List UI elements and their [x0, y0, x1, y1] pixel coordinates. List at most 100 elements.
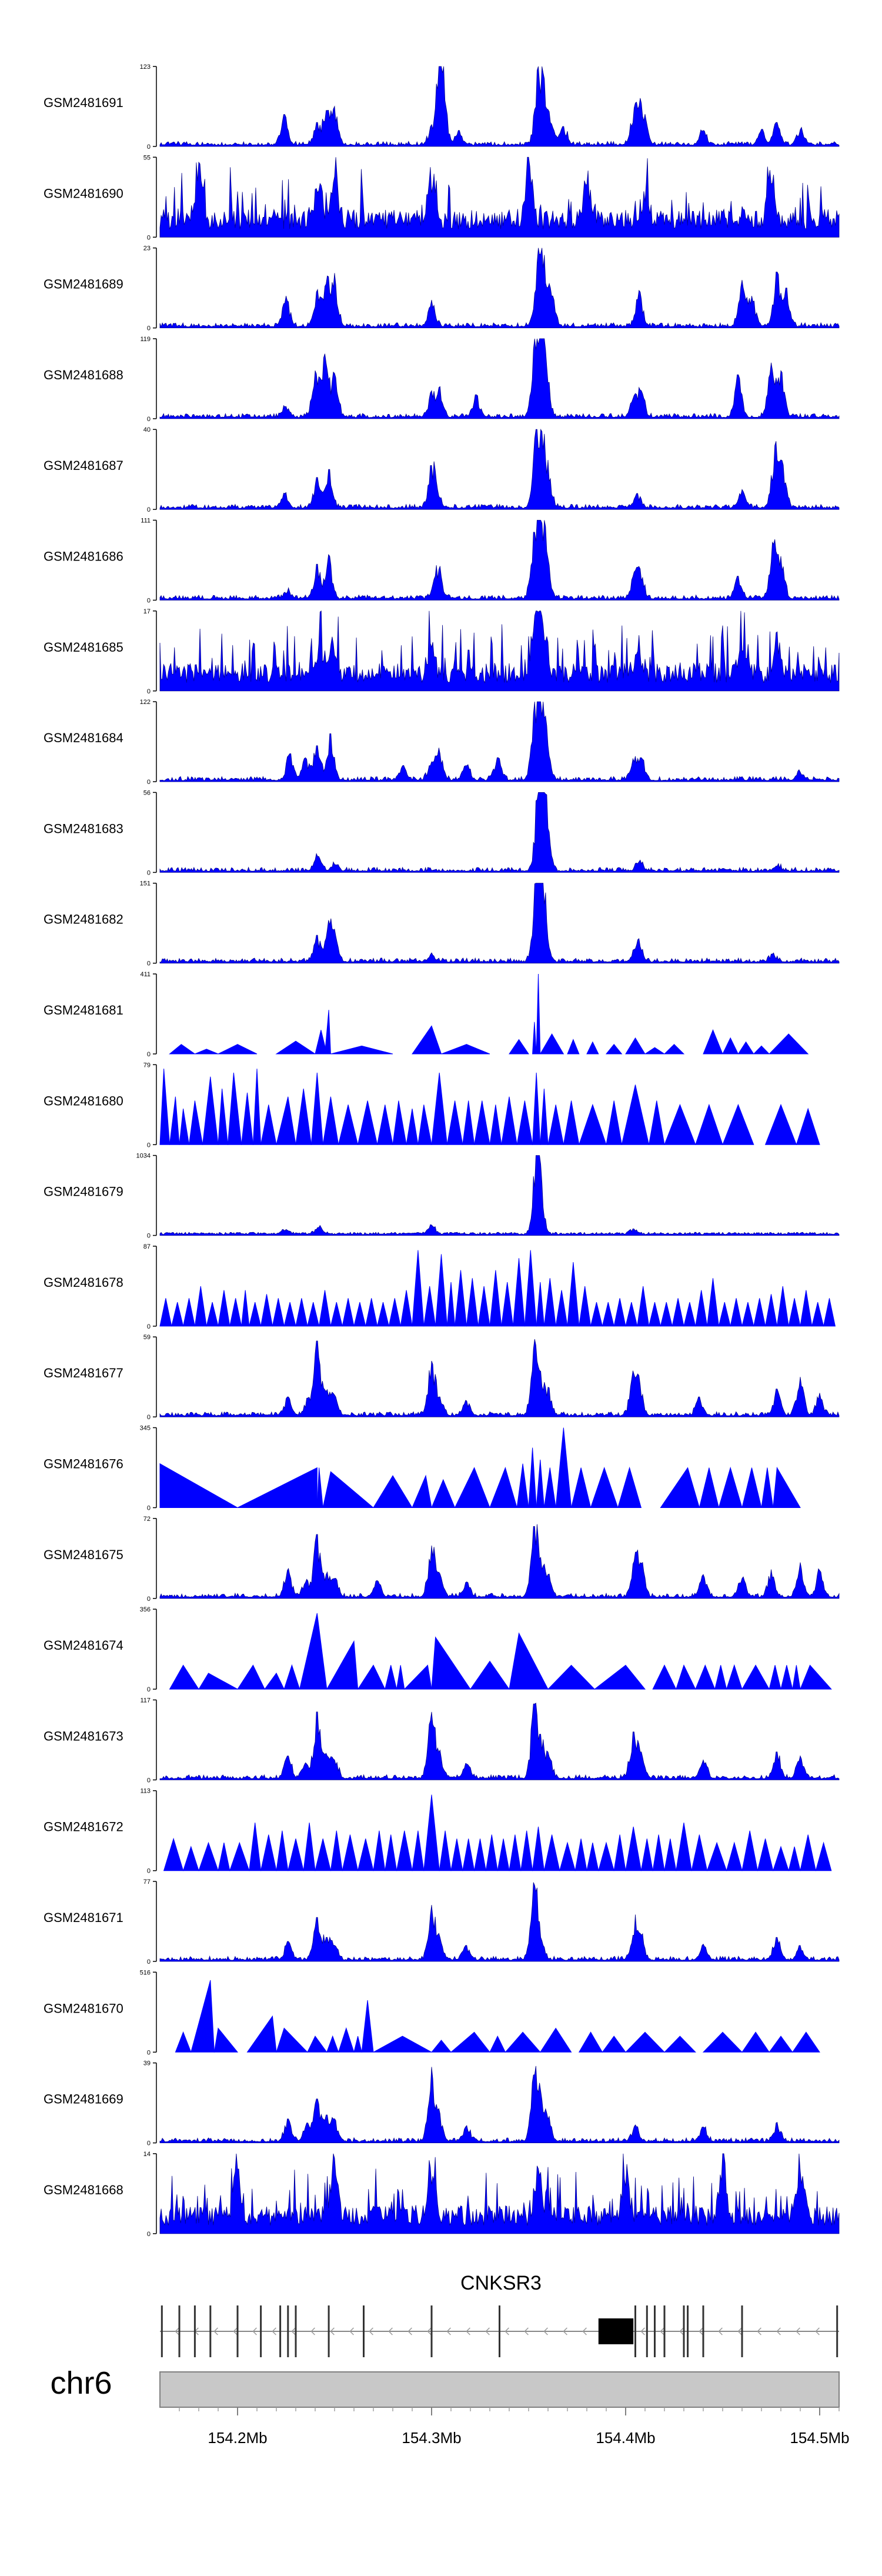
- strand-arrow: [563, 2327, 567, 2335]
- track-label: GSM2481679: [44, 1184, 123, 1199]
- exon-mark: [279, 2305, 282, 2357]
- exon-mark: [702, 2305, 704, 2357]
- coverage-segment: [218, 1044, 258, 1055]
- coverage-segment: [357, 1664, 386, 1690]
- y-max-label: 55: [143, 154, 151, 161]
- coverage-segment: [423, 1794, 440, 1871]
- coverage-area: [159, 66, 840, 147]
- coverage-segment: [324, 1010, 331, 1055]
- coverage-segment: [586, 1041, 599, 1055]
- y-min-label: 0: [147, 1505, 151, 1512]
- coverage-segment: [520, 1830, 533, 1871]
- coverage-segment: [435, 1254, 447, 1327]
- y-max-label: 119: [140, 336, 151, 343]
- coverage-segment: [198, 1841, 219, 1871]
- coverage-segment: [536, 973, 541, 1055]
- coverage-segment: [315, 1838, 332, 1871]
- coverage-segment: [509, 1632, 549, 1690]
- coverage-segment: [392, 1100, 407, 1145]
- coverage-segment: [260, 1105, 277, 1145]
- coverage-segment: [342, 1834, 359, 1871]
- strand-arrow: [252, 2327, 257, 2335]
- coverage-segment: [385, 1665, 397, 1690]
- coverage-segment: [466, 1278, 479, 1327]
- coverage-segment: [169, 1044, 196, 1055]
- y-max-label: 79: [143, 1062, 151, 1069]
- coverage-segment: [769, 1033, 809, 1055]
- coverage-segment: [288, 1838, 304, 1871]
- coverage-segment: [543, 1278, 556, 1327]
- coverage-segment: [373, 1475, 413, 1508]
- coverage-segment: [373, 1830, 386, 1871]
- track-label: GSM2481668: [44, 2183, 123, 2197]
- coverage-area: [159, 883, 840, 964]
- coverage-segment: [800, 1290, 813, 1327]
- coverage-segment: [753, 1298, 766, 1327]
- coverage-segment: [430, 2040, 452, 2053]
- y-max-label: 59: [143, 1334, 151, 1341]
- exon-mark: [654, 2305, 656, 2357]
- coverage-segment: [753, 1045, 770, 1055]
- coverage-segment: [489, 1270, 502, 1327]
- coverage-segment: [567, 1039, 580, 1055]
- y-min-label: 0: [147, 1777, 151, 1784]
- coverage-segment: [815, 1841, 832, 1871]
- coverage-segment: [303, 1823, 316, 1871]
- coverage-segment: [540, 1089, 549, 1145]
- track-label: GSM2481672: [44, 1820, 123, 1834]
- coverage-segment: [501, 1282, 514, 1327]
- coverage-segment: [353, 2036, 362, 2053]
- coverage-area: [159, 248, 840, 328]
- track-GSM2481674: GSM2481674 356 0: [44, 1606, 832, 1693]
- coverage-segment: [663, 1043, 685, 1055]
- y-max-label: 516: [140, 1969, 151, 1976]
- coverage-segment: [338, 2027, 355, 2053]
- track-label: GSM2481677: [44, 1366, 123, 1380]
- coverage-segment: [252, 1069, 262, 1145]
- track-GSM2481669: GSM2481669 39 0: [44, 2060, 840, 2147]
- y-min-label: 0: [147, 1323, 151, 1330]
- coverage-segment: [272, 1298, 285, 1327]
- exon-mark: [663, 2305, 666, 2357]
- coverage-area: [159, 610, 840, 692]
- y-min-label: 0: [147, 416, 151, 423]
- coverage-segment: [439, 1830, 452, 1871]
- track-GSM2481668: GSM2481668 14 0: [44, 2151, 840, 2238]
- track-GSM2481691: GSM2481691 123 0: [44, 64, 840, 151]
- coverage-segment: [718, 1302, 731, 1327]
- coverage-segment: [640, 1838, 653, 1871]
- coverage-segment: [485, 1834, 498, 1871]
- y-min-label: 0: [147, 1051, 151, 1058]
- coverage-segment: [671, 1298, 684, 1327]
- track-label: GSM2481690: [44, 186, 123, 201]
- coverage-segment: [602, 1302, 614, 1327]
- coverage-segment: [780, 1665, 793, 1690]
- coverage-segment: [454, 1467, 490, 1508]
- strand-arrow: [815, 2327, 820, 2335]
- coverage-segment: [198, 1673, 238, 1690]
- exon-mark: [836, 2305, 838, 2357]
- coverage-segment: [195, 1049, 219, 1055]
- coverage-segment: [179, 1109, 190, 1145]
- coverage-segment: [543, 1834, 560, 1871]
- coverage-segment: [788, 1298, 801, 1327]
- coverage-segment: [800, 1664, 832, 1690]
- y-max-label: 87: [143, 1243, 151, 1250]
- coverage-segment: [699, 1467, 720, 1508]
- coverage-segment: [307, 1302, 320, 1327]
- x-tick-label: 154.4Mb: [596, 2429, 655, 2447]
- coverage-segment: [532, 1826, 544, 1871]
- coverage-segment: [169, 1096, 180, 1145]
- coverage-segment: [695, 1290, 708, 1327]
- coverage-segment: [497, 1838, 510, 1871]
- coverage-segment: [765, 1294, 777, 1327]
- coverage-segment: [695, 1103, 723, 1145]
- y-max-label: 122: [140, 699, 151, 706]
- coverage-area: [159, 2066, 840, 2143]
- strand-arrow: [291, 2327, 296, 2335]
- track-GSM2481672: GSM2481672 113 0: [44, 1788, 832, 1875]
- coverage-segment: [276, 1830, 289, 1871]
- track-GSM2481688: GSM2481688 119 0: [44, 336, 840, 423]
- coverage-segment: [260, 1294, 273, 1327]
